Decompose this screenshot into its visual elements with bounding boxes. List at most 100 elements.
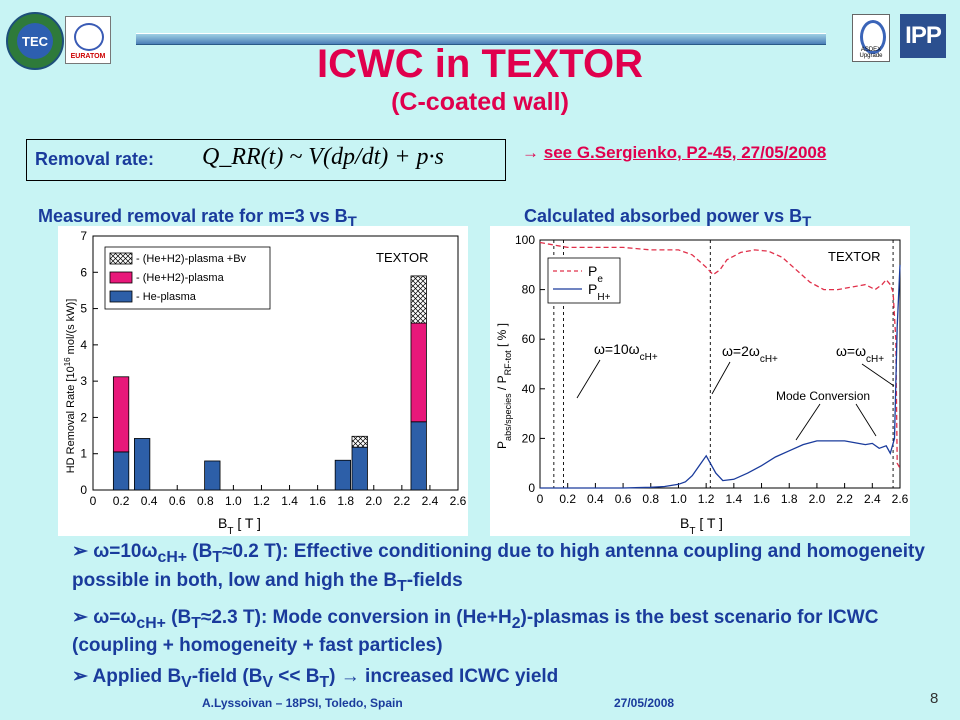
left-chart-axes: 0 0.2 0.4 0.6 0.8 1.0 1.2 1.4 1.6 1.8 2.0 2.2 2.4 2.6… — [80, 229, 466, 508]
ylabel-c: [ % ] — [495, 323, 509, 350]
x-tick-label: 2.2 — [836, 492, 853, 506]
x-tick-label: 2.0 — [809, 492, 826, 506]
annotation-w10: ω=10ωcH+ — [594, 341, 658, 363]
legend-label-heh2: - (He+H2)-plasma — [136, 272, 225, 284]
left-chart-ylabel: HD Removal Rate [1016 mol/(s kW)] — [63, 299, 78, 474]
legend-swatch-heh2 — [109, 271, 133, 284]
x-tick-label: 2.2 — [394, 494, 411, 508]
bullet-3-text-sub: V — [262, 674, 274, 692]
legend-ph-sub: H+ — [597, 292, 610, 303]
bar-segment — [351, 435, 368, 448]
xlabel-unit: [ T ] — [233, 515, 261, 531]
bullet-item-1: ➢ ω=10ωcH+ (BT≈0.2 T): Effective conditi… — [72, 540, 942, 598]
bar-segment — [334, 459, 352, 491]
x-tick-label: 2.6 — [450, 494, 467, 508]
bullet-2-text2: ≈2.3 T): Mode conversion in (He+H — [200, 606, 512, 628]
right-chart-vlines — [553, 240, 894, 488]
bar-segment — [351, 446, 368, 491]
bullet-1-text-sub: T — [212, 548, 223, 566]
page-subtitle: (C-coated wall) — [391, 88, 569, 116]
bar-segment — [410, 275, 427, 324]
x-tick-label: 0 — [90, 494, 97, 508]
bullet-arrow-icon: ➢ — [72, 666, 88, 688]
x-tick-label: 1.0 — [225, 494, 242, 508]
x-tick-label: 1.0 — [670, 492, 687, 506]
ylabel-main: HD Removal Rate [10 — [65, 366, 77, 473]
legend-label-pe: Pe — [588, 263, 603, 285]
ann-w10-sub: cH+ — [640, 352, 658, 363]
ylabel-b-sub: RF-tot — [503, 350, 513, 376]
y-tick-label: 20 — [522, 431, 536, 445]
x-tick-label: 0.6 — [615, 492, 632, 506]
bar-segment — [204, 460, 221, 491]
annotation-w1: ω=ωcH+ — [836, 343, 884, 365]
x-tick-label: 1.4 — [281, 494, 298, 508]
page-title: ICWC in TEXTOR — [317, 42, 643, 86]
legend-pe-sub: e — [597, 274, 603, 285]
series-line — [539, 241, 901, 469]
bar-segment — [134, 438, 151, 491]
bullet-1-text2-sub: T — [397, 577, 407, 595]
y-tick-label: 6 — [80, 265, 87, 279]
left-chart-legend: - (He+H2)-plasma +Bv - (He+H2)-plasma - … — [104, 246, 271, 310]
annotation-w2: ω=2ωcH+ — [722, 343, 778, 365]
ann-w2-main: ω=2ω — [722, 343, 760, 359]
x-tick-label: 0.2 — [113, 494, 130, 508]
legend-box — [547, 257, 621, 304]
x-tick-label: 2.6 — [892, 492, 909, 506]
right-chart-ylabel: Pabs/species / PRF-tot [ % ] — [495, 323, 513, 449]
x-tick-label: 1.6 — [309, 494, 326, 508]
asdex-logo: ASDEX Upgrade — [852, 14, 890, 62]
bullet-2-text-sub: T — [191, 614, 201, 632]
x-tick-label: 0.6 — [169, 494, 186, 508]
bullet-3-text: -field (B — [191, 666, 263, 688]
annotation-mode-conversion: Mode Conversion — [776, 389, 870, 403]
reference-link[interactable]: see G.Sergienko, P2-45, 27/05/2008 — [543, 143, 827, 162]
ann-w1-sub: cH+ — [866, 354, 884, 365]
bullet-2-text: (B — [165, 606, 192, 628]
absorbed-power-chart: 0 0.2 0.4 0.6 0.8 1.0 1.2 1.4 1.6 1.8 2.0 2.2 2.4 2.6… — [490, 226, 910, 536]
x-tick-label: 0.4 — [587, 492, 604, 506]
right-chart-xlabel: BT [ T ] — [680, 515, 723, 536]
legend-box — [104, 246, 271, 310]
x-tick-label: 1.2 — [698, 492, 715, 506]
y-tick-label: 40 — [522, 382, 536, 396]
y-tick-label: 4 — [80, 338, 87, 352]
legend-label-he: - He-plasma — [136, 291, 197, 303]
xlabel-main: B — [218, 515, 227, 531]
bullet-3-lead: Applied B — [92, 666, 182, 688]
x-tick-label: 2.0 — [365, 494, 382, 508]
right-chart-lines — [539, 241, 901, 489]
x-tick-label: 0.8 — [197, 494, 214, 508]
x-tick-label: 0.4 — [141, 494, 158, 508]
x-tick-label: 1.6 — [753, 492, 770, 506]
right-chart-tag: TEXTOR — [828, 249, 881, 264]
left-chart-heading: Measured removal rate for m=3 vs BT — [38, 206, 357, 231]
removal-rate-chart: 0 0.2 0.4 0.6 0.8 1.0 1.2 1.4 1.6 1.8 2.0 2.2 2.4 2.6… — [58, 226, 468, 536]
x-tick-label: 2.4 — [864, 492, 881, 506]
bullet-3-text2: << B — [273, 666, 320, 688]
plot-frame — [539, 239, 901, 489]
ann-w2-sub: cH+ — [760, 354, 778, 365]
euratom-logo-text: EURATOM — [70, 53, 106, 60]
ylabel-sup: 16 — [63, 357, 72, 366]
bullet-2-text2-sub: 2 — [511, 614, 521, 632]
bar-segment — [112, 451, 130, 491]
y-tick-label: 7 — [80, 229, 87, 243]
ylabel-tail: mol/(s kW)] — [65, 299, 77, 358]
removal-rate-label: Removal rate: — [35, 149, 155, 169]
bullet-1-lead: ω=10ω — [93, 541, 158, 562]
euratom-ring-icon — [74, 23, 104, 51]
ylabel-a-sub: abs/species — [503, 393, 513, 441]
formula-text: Q_RR(t) ~ V(dp/dt) + p·s — [202, 144, 444, 170]
legend-label-ph: PH+ — [588, 281, 611, 303]
ylabel-a: P — [495, 441, 509, 449]
legend-swatch-bv — [109, 252, 133, 265]
y-tick-label: 5 — [80, 302, 87, 316]
asdex-ring-icon — [860, 20, 886, 54]
y-tick-label: 0 — [528, 481, 535, 495]
footer-date: 27/05/2008 — [614, 696, 675, 710]
bullet-3-text3: ) → increased ICWC yield — [329, 666, 559, 688]
y-tick-label: 0 — [80, 483, 87, 497]
plot-frame — [92, 235, 459, 491]
